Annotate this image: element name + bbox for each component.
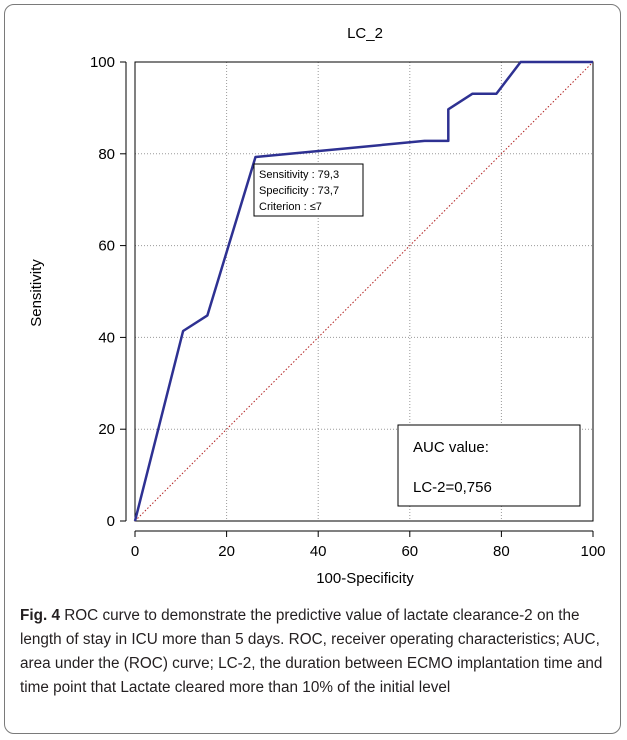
y-tick-label-40: 40 [98, 329, 115, 346]
figure-caption: Fig. 4 ROC curve to demonstrate the pred… [20, 604, 610, 700]
y-axis-ticks: 0 20 40 60 80 100 [90, 54, 127, 530]
annotation-criterion: Criterion : ≤7 [259, 201, 322, 213]
y-tick-label-0: 0 [107, 513, 115, 530]
auc-value: LC-2=0,756 [413, 479, 492, 496]
figure-frame [4, 4, 621, 734]
auc-box: AUC value: LC-2=0,756 [397, 424, 581, 507]
y-tick-label-60: 60 [98, 238, 115, 255]
x-tick-label-0: 0 [131, 543, 139, 560]
reference-diagonal [134, 61, 594, 522]
criterion-annotation: Sensitivity : 79,3 Specificity : 73,7 Cr… [253, 163, 364, 217]
x-tick-label-100: 100 [580, 543, 605, 560]
roc-curve [133, 60, 593, 522]
y-tick-label-20: 20 [98, 421, 115, 438]
roc-chart: LC_2 0 20 40 60 80 100 0 20 40 60 80 100 100-Speci… [28, 25, 606, 587]
annotation-sensitivity: Sensitivity : 79,3 [259, 169, 339, 181]
x-tick-label-80: 80 [493, 543, 510, 560]
auc-title: AUC value: [413, 439, 489, 456]
auc-box-frame [397, 424, 581, 507]
chart-title: LC_2 [347, 25, 383, 42]
x-tick-label-40: 40 [310, 543, 327, 560]
y-tick-label-100: 100 [90, 54, 115, 71]
annotation-specificity: Specificity : 73,7 [259, 185, 339, 197]
y-axis-label: Sensitivity [28, 259, 45, 327]
plot-border [134, 61, 594, 522]
x-axis-ticks: 0 20 40 60 80 100 [131, 530, 606, 560]
x-axis-label: 100-Specificity [316, 570, 414, 587]
caption-text: ROC curve to demonstrate the predictive … [20, 607, 603, 696]
y-tick-label-80: 80 [98, 146, 115, 163]
x-tick-label-20: 20 [218, 543, 235, 560]
caption-label: Fig. 4 [20, 607, 60, 624]
annotation-box [253, 163, 364, 217]
x-tick-label-60: 60 [401, 543, 418, 560]
